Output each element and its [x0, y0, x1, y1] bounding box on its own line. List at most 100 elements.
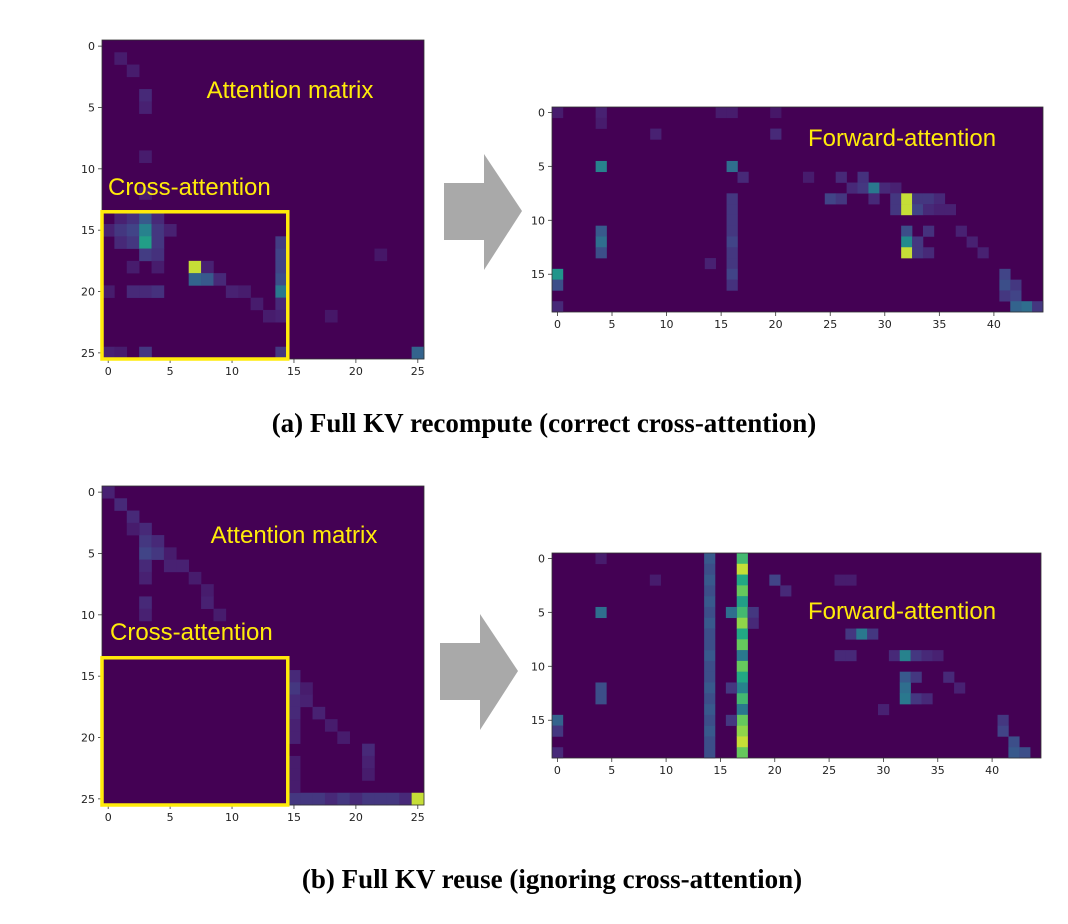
heatmap-cell: [726, 258, 738, 270]
y-tick-label: 25: [81, 347, 95, 360]
heatmap-cell: [1010, 301, 1022, 313]
heatmap-cell: [932, 650, 944, 662]
heatmap-cell: [102, 285, 115, 298]
heatmap-cell: [287, 780, 301, 794]
heatmap-cell: [114, 346, 128, 360]
heatmap-cell: [151, 260, 165, 274]
heatmap-cell: [846, 182, 858, 194]
heatmap-cell: [362, 755, 375, 769]
heatmap-cell: [736, 704, 748, 716]
heatmap-cell: [126, 285, 140, 298]
heatmap-cell: [878, 704, 890, 716]
heatmap-cell: [337, 792, 350, 806]
heatmap-cell: [114, 498, 128, 511]
heatmap-cell: [139, 596, 152, 609]
heatmap-cell: [726, 279, 738, 291]
heatmap-cell: [910, 650, 922, 662]
y-tick-label: 0: [538, 106, 545, 119]
heatmap-cell: [888, 650, 901, 662]
heatmap-cell: [362, 743, 375, 757]
heatmap-cell: [399, 792, 412, 806]
heatmap-cell: [201, 596, 214, 609]
heatmap-cell: [966, 236, 978, 248]
heatmap-cell: [977, 247, 989, 259]
heatmap-cell: [126, 236, 140, 249]
heatmap-cell: [139, 236, 152, 249]
heatmap-cell: [595, 160, 607, 173]
heatmap-cell: [912, 193, 924, 205]
y-tick-label: 0: [88, 486, 95, 499]
heatmap-cell: [312, 706, 326, 720]
x-tick-label: 25: [823, 318, 837, 331]
heatmap-cell: [411, 346, 425, 360]
heatmap-cell: [834, 650, 846, 662]
heatmap-cell: [300, 682, 313, 695]
heatmap-cell: [857, 182, 869, 194]
x-tick-label: 35: [932, 318, 946, 331]
heatmap-cell: [324, 792, 338, 806]
y-tick-label: 10: [531, 214, 545, 227]
x-tick-label: 15: [287, 811, 301, 824]
heatmap-cell: [845, 574, 857, 586]
heatmap-cell: [1010, 290, 1022, 302]
heatmap-cell: [912, 236, 924, 248]
heatmap-cell: [736, 596, 748, 608]
heatmap-cell: [736, 650, 748, 662]
heatmap-cell: [901, 204, 913, 216]
heatmap-cell: [287, 719, 301, 732]
heatmap-cell: [726, 268, 738, 280]
heatmap-cell: [139, 571, 152, 585]
heatmap-cell: [726, 193, 738, 205]
heatmap-cell: [736, 628, 748, 640]
heatmap-cell: [275, 248, 289, 262]
heatmap-cell: [726, 160, 738, 173]
heatmap-cell: [1008, 747, 1020, 759]
heatmap-cell: [312, 792, 326, 806]
heatmap-cell: [704, 258, 716, 270]
heatmap-cell: [275, 346, 289, 360]
heatmap-b-forward-attention: 0 5 10 15 20 25 30 35 40 0 5 10 15 Forward-attention: [531, 552, 1042, 777]
heatmap-cell: [126, 64, 140, 78]
heatmap-cell: [736, 606, 748, 619]
heatmap-cell: [151, 248, 165, 262]
heatmap-cell: [704, 606, 716, 619]
heatmap-cell: [997, 714, 1009, 726]
heatmap-cell: [736, 563, 748, 575]
heatmap-cell: [139, 211, 152, 225]
x-tick-label: 30: [878, 318, 892, 331]
heatmap-cell: [275, 297, 289, 311]
heatmap-cell: [901, 236, 913, 248]
heatmap-cell: [910, 693, 922, 705]
heatmap-cell: [595, 225, 607, 237]
heatmap-cell: [944, 204, 957, 216]
heatmap-cell: [736, 574, 748, 586]
y-tick-label: 10: [531, 660, 545, 673]
y-tick-label: 5: [88, 101, 95, 114]
heatmap-cell: [114, 224, 128, 237]
heatmap-cell: [126, 522, 140, 536]
heatmap-cell: [736, 585, 748, 597]
heatmap-cell: [999, 279, 1011, 291]
y-tick-label: 10: [81, 609, 95, 622]
heatmap-cell: [139, 522, 152, 536]
heatmap-cell: [726, 236, 738, 248]
heatmap-cell: [856, 628, 868, 640]
heatmap-cell: [139, 248, 152, 262]
heatmap-cell: [324, 719, 338, 732]
heatmap-cell: [151, 547, 165, 560]
heatmap-cell: [287, 768, 301, 781]
x-tick-label: 0: [554, 318, 561, 331]
heatmap-cell: [704, 682, 716, 694]
heatmap-cell: [225, 285, 239, 298]
heatmap-cell: [725, 682, 738, 694]
heatmap-cell: [922, 193, 935, 205]
x-tick-label: 10: [660, 318, 674, 331]
heatmap-cell: [176, 559, 189, 573]
heatmap-cell: [943, 671, 955, 683]
caption-b: (b) Full KV reuse (ignoring cross-attent…: [302, 864, 802, 894]
arrow-right-icon-a: [444, 154, 522, 270]
heatmap-cell: [188, 571, 202, 585]
heatmap-cell: [890, 204, 902, 216]
x-tick-label: 0: [105, 811, 112, 824]
heatmap-cell: [704, 553, 716, 565]
